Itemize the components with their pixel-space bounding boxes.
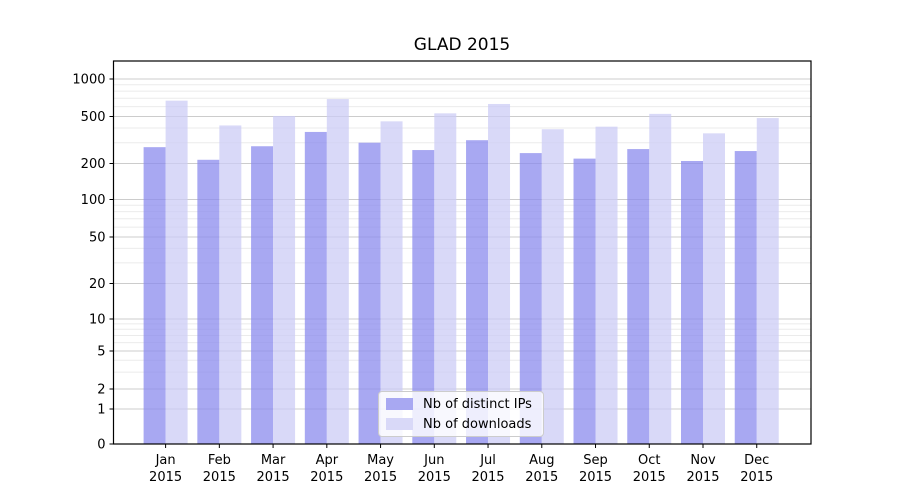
- bar-nb-of-downloads-may: [380, 121, 403, 444]
- bar-nb-of-distinct-ips-jun: [412, 150, 435, 444]
- y-tick-label: 50: [89, 231, 106, 246]
- x-tick-label-jun: Jun 2015: [418, 453, 451, 485]
- x-tick-label-jul: Jul 2015: [471, 453, 504, 485]
- bar-nb-of-distinct-ips-feb: [197, 159, 220, 444]
- bar-nb-of-distinct-ips-mar: [251, 146, 274, 444]
- bar-nb-of-distinct-ips-oct: [627, 149, 650, 444]
- x-tick-label-oct: Oct 2015: [633, 453, 666, 485]
- legend-label-distinct-ips: Nb of distinct IPs: [423, 396, 532, 412]
- y-tick-label: 500: [81, 110, 106, 125]
- y-tick-label: 100: [81, 193, 106, 208]
- bar-nb-of-downloads-apr: [326, 99, 349, 444]
- bar-nb-of-distinct-ips-sep: [573, 158, 596, 444]
- x-tick-label-aug: Aug 2015: [525, 453, 558, 485]
- x-tick-label-apr: Apr 2015: [310, 453, 343, 485]
- bar-nb-of-downloads-jan: [165, 100, 188, 444]
- bar-nb-of-downloads-nov: [703, 133, 725, 444]
- bar-nb-of-downloads-mar: [273, 115, 296, 445]
- bar-nb-of-distinct-ips-apr: [304, 131, 327, 444]
- y-tick-label: 200: [81, 157, 106, 172]
- x-tick-label-jan: Jan 2015: [149, 453, 182, 485]
- bar-nb-of-distinct-ips-aug: [519, 153, 542, 444]
- bar-nb-of-distinct-ips-jul: [466, 140, 489, 445]
- y-tick-label: 10: [89, 313, 106, 328]
- bar-nb-of-downloads-jul: [488, 103, 511, 444]
- x-tick-label-nov: Nov 2015: [686, 453, 719, 485]
- y-tick-label: 2: [97, 383, 105, 398]
- bar-nb-of-downloads-oct: [649, 113, 672, 444]
- bar-nb-of-downloads-aug: [541, 129, 564, 445]
- bar-nb-of-distinct-ips-nov: [681, 160, 703, 444]
- legend-item-downloads: Nb of downloads: [386, 416, 543, 433]
- bar-nb-of-downloads-sep: [595, 126, 618, 445]
- bar-nb-of-downloads-feb: [219, 125, 242, 445]
- x-tick-label-mar: Mar 2015: [257, 453, 290, 485]
- y-tick-label: 1000: [72, 73, 105, 88]
- x-tick-label-dec: Dec 2015: [740, 453, 773, 485]
- y-tick-label: 20: [89, 277, 106, 292]
- x-tick-label-sep: Sep 2015: [579, 453, 612, 485]
- bar-nb-of-distinct-ips-dec: [734, 151, 757, 444]
- chart-title: GLAD 2015: [413, 35, 511, 55]
- x-tick-label-may: May 2015: [364, 453, 397, 485]
- y-tick-label: 1: [97, 403, 105, 418]
- y-tick-label: 0: [97, 438, 105, 453]
- legend-item-distinct-ips: Nb of distinct IPs: [386, 396, 543, 413]
- plot-frame: [112, 60, 812, 445]
- bar-nb-of-distinct-ips-jan: [143, 147, 166, 444]
- bar-nb-of-downloads-dec: [756, 118, 779, 444]
- bar-nb-of-distinct-ips-may: [358, 142, 381, 445]
- legend-label-downloads: Nb of downloads: [423, 416, 532, 432]
- bar-nb-of-downloads-jun: [434, 113, 457, 444]
- legend-swatch-distinct-ips: [386, 398, 413, 410]
- y-tick-label: 5: [97, 345, 105, 360]
- legend: Nb of distinct IPs Nb of downloads: [378, 391, 544, 437]
- x-tick-label-feb: Feb 2015: [203, 453, 236, 485]
- legend-swatch-downloads: [386, 418, 413, 430]
